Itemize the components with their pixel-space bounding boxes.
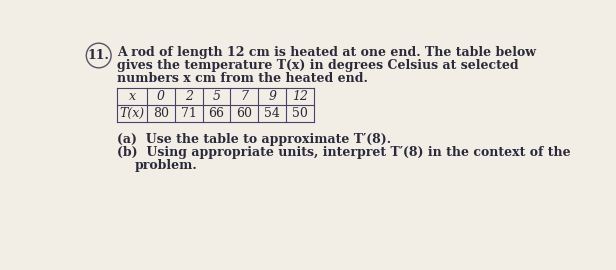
Text: 2: 2 <box>185 90 193 103</box>
Text: A rod of length 12 cm is heated at one end. The table below: A rod of length 12 cm is heated at one e… <box>117 46 537 59</box>
Text: x: x <box>129 90 136 103</box>
Text: 5: 5 <box>213 90 221 103</box>
Text: 11.: 11. <box>87 49 110 62</box>
Text: (a)  Use the table to approximate T′(8).: (a) Use the table to approximate T′(8). <box>117 133 391 146</box>
Text: 71: 71 <box>180 107 197 120</box>
Text: 60: 60 <box>237 107 253 120</box>
Text: problem.: problem. <box>134 160 197 173</box>
Text: T(x): T(x) <box>120 107 145 120</box>
Text: 9: 9 <box>269 90 277 103</box>
Text: 50: 50 <box>292 107 308 120</box>
Text: 0: 0 <box>156 90 164 103</box>
Text: 12: 12 <box>292 90 308 103</box>
Text: 66: 66 <box>208 107 224 120</box>
Text: 80: 80 <box>153 107 169 120</box>
Text: (b)  Using appropriate units, interpret T′(8) in the context of the: (b) Using appropriate units, interpret T… <box>117 146 571 159</box>
Text: 54: 54 <box>264 107 280 120</box>
Text: numbers x cm from the heated end.: numbers x cm from the heated end. <box>117 72 368 85</box>
Text: 7: 7 <box>240 90 248 103</box>
Text: gives the temperature T(x) in degrees Celsius at selected: gives the temperature T(x) in degrees Ce… <box>117 59 519 72</box>
